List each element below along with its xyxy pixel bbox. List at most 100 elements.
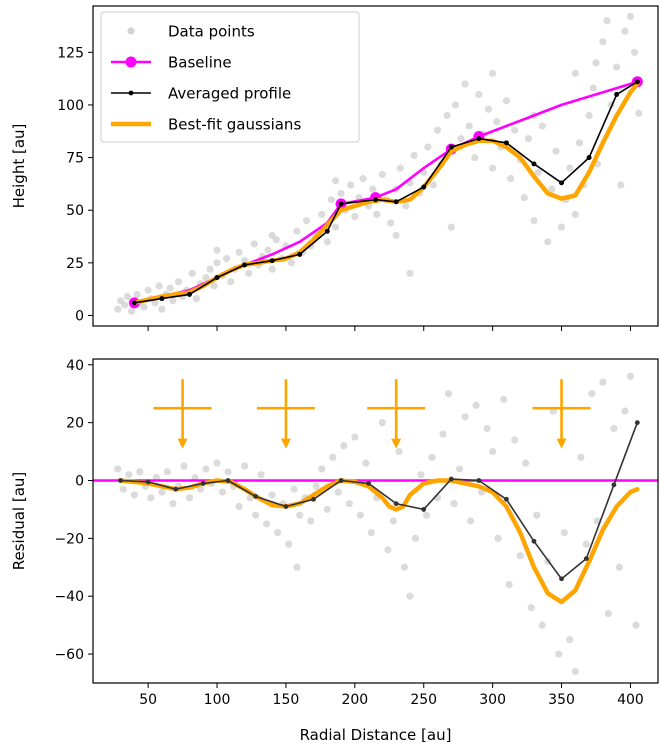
x-tick-label: 50 <box>139 692 157 708</box>
data-point <box>511 436 519 444</box>
data-point <box>417 471 425 479</box>
data-point <box>395 447 403 456</box>
data-point <box>327 196 336 204</box>
data-point <box>293 563 301 571</box>
data-point <box>121 301 129 309</box>
bottom-axes-frame <box>92 358 659 684</box>
data-point <box>461 413 469 421</box>
data-point <box>180 462 188 470</box>
bottom-series-layer <box>93 420 658 605</box>
averaged-profile-point <box>504 140 509 146</box>
data-point <box>429 181 437 189</box>
legend: Data points Baseline Averaged profile Best-… <box>100 11 360 143</box>
data-point <box>471 153 479 162</box>
data-point <box>505 581 513 589</box>
averaged-profile-point <box>531 161 537 167</box>
data-point <box>626 372 635 380</box>
data-point <box>575 139 584 147</box>
averaged-profile-point <box>583 556 589 562</box>
top-x-ticks <box>147 326 631 331</box>
averaged-profile-point <box>421 507 427 512</box>
data-point <box>582 540 590 548</box>
data-point <box>213 259 221 267</box>
data-point <box>484 105 493 113</box>
averaged-profile-point <box>225 478 231 483</box>
data-point <box>130 491 138 499</box>
data-point <box>351 212 359 221</box>
averaged-profile-point <box>338 201 344 207</box>
averaged-profile-point <box>253 494 259 499</box>
data-point <box>362 459 370 467</box>
data-point <box>340 442 348 450</box>
data-point <box>384 546 392 554</box>
data-point <box>533 511 541 519</box>
data-point <box>268 265 276 273</box>
data-point <box>520 193 528 202</box>
legend-label: Best-fit gaussians <box>168 116 301 134</box>
data-point <box>119 485 127 493</box>
data-point <box>603 17 611 25</box>
averaged-profile-point <box>173 486 179 492</box>
gaussian-center-marker <box>367 379 426 449</box>
data-point <box>592 59 600 67</box>
gaussian-center-marker <box>256 379 315 449</box>
data-point <box>252 511 260 519</box>
data-point <box>566 164 574 172</box>
y-tick-label: −20 <box>54 531 84 547</box>
data-point <box>268 231 276 240</box>
data-point <box>589 84 597 92</box>
data-point <box>571 667 579 676</box>
data-point <box>396 164 404 172</box>
data-point <box>406 592 414 600</box>
data-point <box>147 494 155 502</box>
data-point <box>302 217 311 225</box>
data-point <box>527 604 535 612</box>
data-point <box>334 488 342 496</box>
averaged-profile-point <box>421 184 427 190</box>
data-point <box>356 511 364 519</box>
data-point <box>378 419 386 427</box>
y-tick-label: 20 <box>66 416 84 432</box>
bottom-y-axis-label: Residual [au] <box>10 472 28 571</box>
data-point <box>511 126 519 134</box>
data-point <box>530 217 538 225</box>
averaged-profile-point <box>200 480 206 486</box>
data-point <box>227 278 235 286</box>
data-point <box>136 468 144 476</box>
data-point <box>424 143 432 151</box>
data-point <box>125 471 133 479</box>
data-point <box>192 295 200 303</box>
averaged-profile-point <box>145 479 151 485</box>
averaged-profile-line <box>133 81 639 304</box>
data-point <box>293 227 301 235</box>
averaged-profile-point <box>242 262 247 268</box>
data-point <box>392 231 400 240</box>
data-point <box>406 269 414 277</box>
averaged-profile-point <box>324 228 330 234</box>
data-point <box>534 168 542 176</box>
data-point <box>444 390 453 398</box>
data-point <box>213 246 221 254</box>
y-tick-label: 40 <box>66 358 84 374</box>
y-tick-label: 0 <box>75 308 84 324</box>
data-point <box>169 500 177 508</box>
data-point <box>466 517 475 525</box>
data-point <box>577 453 585 461</box>
data-point <box>318 210 326 219</box>
y-tick-label: −40 <box>54 589 84 605</box>
data-point <box>188 269 196 277</box>
data-point <box>307 517 315 525</box>
gaussian-center-marker <box>532 379 591 449</box>
x-tick-label: 350 <box>548 692 575 708</box>
averaged-profile-point <box>448 144 454 150</box>
data-point <box>264 246 272 254</box>
data-point <box>240 462 249 470</box>
data-point <box>571 210 579 219</box>
data-point <box>555 650 563 658</box>
data-point <box>185 494 194 502</box>
data-point <box>506 175 515 183</box>
data-point <box>268 491 276 499</box>
data-point <box>223 255 231 263</box>
y-tick-label: 50 <box>66 203 84 219</box>
